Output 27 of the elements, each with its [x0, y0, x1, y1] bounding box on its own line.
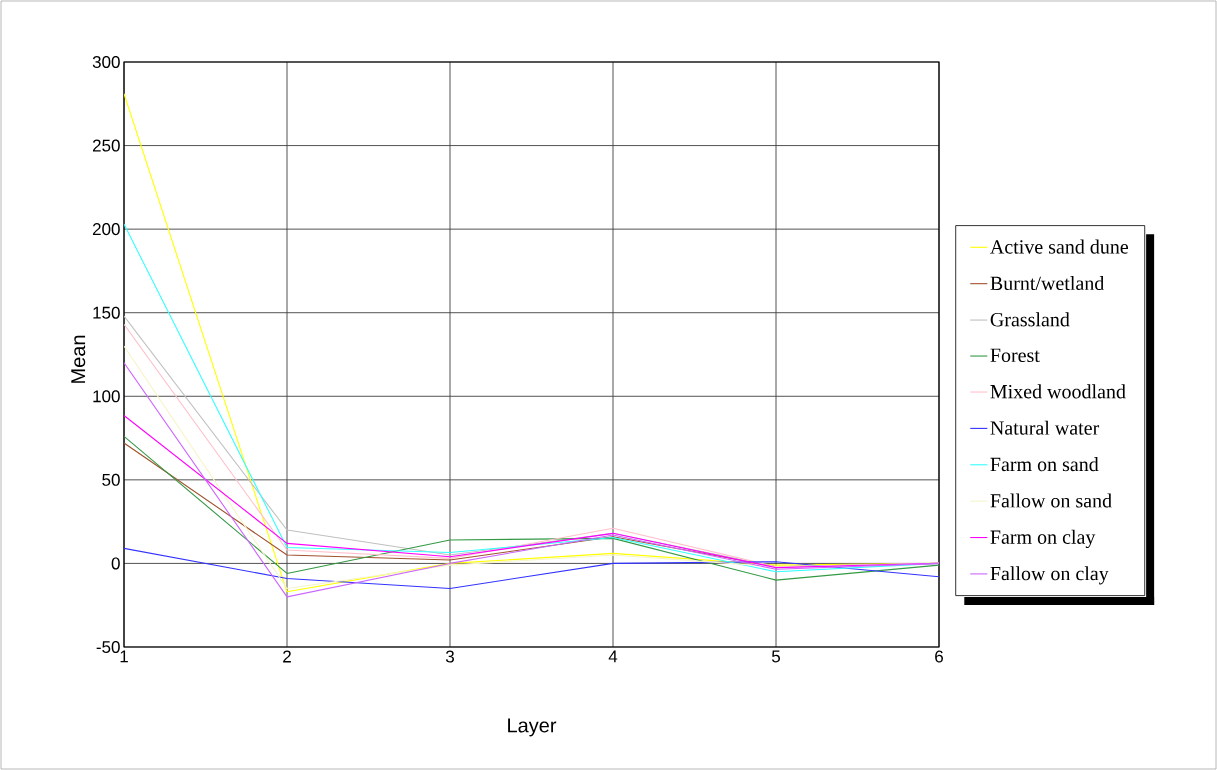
y-tick-label: 150: [93, 306, 120, 319]
line-series: [124, 547, 939, 590]
legend-label: Mixed woodland: [990, 384, 1126, 399]
y-tick-label: 200: [92, 223, 120, 236]
x-tick-label: 4: [608, 650, 618, 663]
legend-label: Farm on sand: [990, 457, 1099, 472]
x-tick-label: 6: [935, 650, 943, 663]
y-tick-label: 250: [92, 139, 120, 152]
legend-label: Farm on clay: [990, 529, 1096, 549]
y-axis-title: Mean: [71, 335, 86, 383]
legend-label: Grassland: [990, 312, 1070, 327]
y-tick-label: 0: [111, 557, 120, 570]
y-tick-label: -50: [96, 640, 120, 654]
x-tick-label: 5: [771, 650, 781, 663]
x-tick-label: 1: [120, 650, 128, 663]
legend-label: Fallow on sand: [990, 493, 1112, 508]
legend-label: Natural water: [990, 420, 1100, 435]
y-tick-label: 50: [102, 473, 120, 486]
legend-label: Burnt/wetland: [990, 275, 1105, 291]
y-tick-label: 300: [92, 55, 120, 69]
legend-label: Active sand dune: [990, 239, 1129, 254]
x-axis-title: Layer: [508, 718, 557, 737]
x-tick-label: 2: [283, 650, 291, 663]
legend-label: Fallow on clay: [990, 566, 1109, 585]
legend-label: Forest: [990, 348, 1040, 363]
y-tick-label: 100: [93, 390, 120, 403]
x-tick-label: 3: [445, 650, 454, 663]
